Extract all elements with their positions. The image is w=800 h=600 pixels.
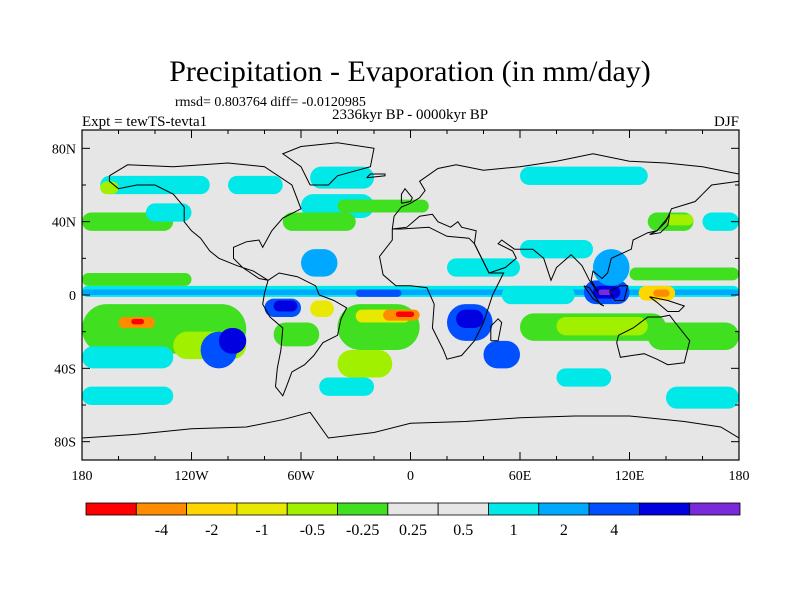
colorbar-label: 0.25 [399,522,427,539]
precip-evap-field [82,166,739,409]
field-region-43 [337,199,429,213]
field-region-35 [593,249,630,286]
coastline-14 [366,173,386,179]
colorbar-label: -0.25 [346,522,379,539]
x-tick-label: 0 [407,469,414,484]
coastline-3 [391,153,739,230]
field-region-44 [310,166,374,189]
field-region-28 [647,322,739,350]
colorbar: -4 -2 -1 -0.5 -0.25 0.25 0.5 1 2 4 [85,502,741,539]
period-label: 2336kyr BP - 0000kyr BP [332,107,488,123]
colorbar-box-2 [186,502,238,516]
field-region-34 [629,267,739,281]
colorbar-box-6 [387,502,439,516]
field-region-24 [483,340,520,369]
colorbar-box-9 [538,502,590,516]
colorbar-box-10 [588,502,640,516]
coastline-10 [649,214,671,235]
coastline-1 [262,272,348,397]
x-tick-label: 180 [729,469,750,484]
y-tick-label: 0 [69,289,76,304]
y-axis: 80N 40N 0 40S 80S [52,142,739,451]
colorbar-label: -1 [255,522,268,539]
field-region-7 [131,318,145,325]
field-region-50 [520,166,648,185]
coastline-13 [400,187,413,204]
field-region-23 [456,309,484,328]
field-region-11 [218,328,247,354]
experiment-label: Expt = tewTS-tevta1 [82,114,207,130]
field-region-25 [501,285,575,305]
coastline-4 [392,180,739,294]
field-region-20 [337,350,393,378]
field-region-40 [145,203,192,222]
colorbar-box-1 [135,502,188,516]
coastline-7 [583,285,605,307]
coastline-9 [649,296,686,312]
continent-outlines [82,142,739,439]
x-axis: 180 120W 60W 0 60E 120E 180 [72,130,750,484]
field-region-2 [355,289,402,297]
coastline-5 [616,314,691,366]
colorbar-box-3 [236,502,288,516]
field-region-3 [82,273,192,286]
field-region-19 [395,311,415,317]
field-region-27 [556,317,648,336]
colorbar-box-4 [286,502,338,516]
colorbar-label: 1 [510,522,518,539]
coastline-0 [108,162,302,281]
colorbar-box-5 [337,502,389,516]
field-region-53 [666,386,739,409]
y-tick-label: 40S [54,362,76,377]
colorbar-box-8 [488,502,540,516]
coastline-2 [378,226,505,360]
field-region-52 [82,386,174,405]
season-label: DJF [714,114,739,130]
field-region-1 [82,289,739,295]
field-region-49 [228,175,283,195]
field-region-46 [447,258,520,277]
field-region-21 [319,377,374,396]
colorbar-label: -4 [155,522,168,539]
field-region-54 [556,368,612,387]
field-region-15 [310,300,334,317]
field-region-42 [282,212,356,231]
coastline-12 [490,318,503,342]
colorbar-box-11 [638,502,691,516]
x-tick-label: 120W [174,469,209,484]
field-region-9 [82,346,174,369]
colorbar-box-7 [437,502,489,516]
coastline-8 [608,285,629,301]
field-region-38 [702,212,739,231]
colorbar-label: 4 [610,522,618,539]
field-region-14 [273,322,320,347]
y-tick-label: 80N [52,142,76,157]
x-tick-label: 60E [509,469,532,484]
colorbar-label: 0.5 [453,522,473,539]
x-tick-label: 60W [287,469,315,484]
field-region-37 [666,214,694,226]
colorbar-label: -2 [205,522,218,539]
coastline-11 [82,411,739,439]
map-title: Precipitation - Evaporation (in mm/day) [169,55,651,88]
y-tick-label: 80S [54,436,76,451]
y-tick-label: 40N [52,216,76,231]
field-region-31 [598,289,612,295]
field-region-13 [273,300,298,312]
colorbar-box-0 [85,502,137,516]
field-region-51 [100,181,119,195]
coastline-6 [281,142,375,186]
x-tick-label: 180 [72,469,93,484]
field-region-45 [301,249,338,277]
field-region-33 [653,289,670,297]
stats-line: rmsd= 0.803764 diff= -0.0120985 [175,95,366,110]
x-tick-label: 120E [615,469,645,484]
colorbar-label: 2 [560,522,568,539]
colorbar-label: -0.5 [300,522,325,539]
colorbar-box-12 [689,502,741,516]
